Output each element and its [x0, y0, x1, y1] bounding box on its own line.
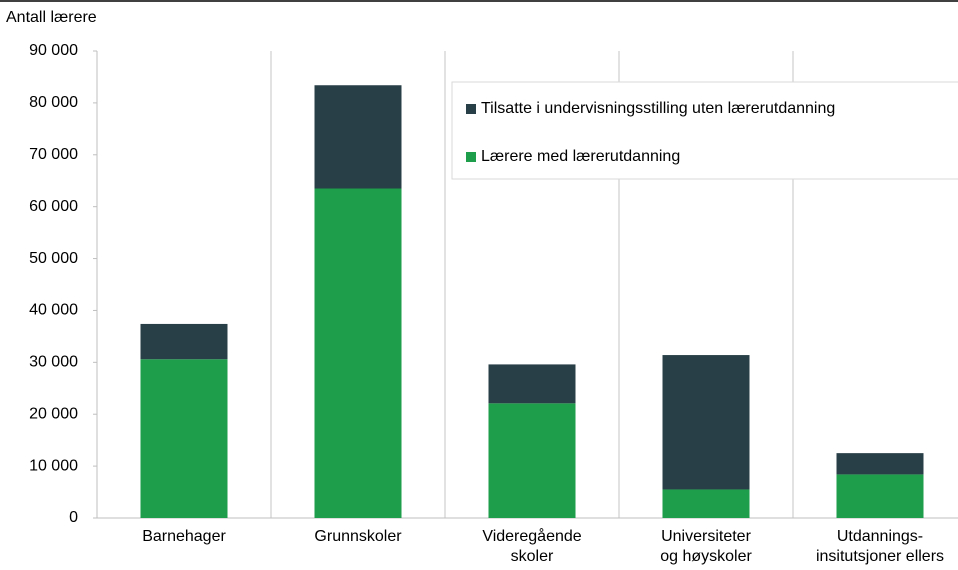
- legend-swatch: [466, 104, 476, 114]
- bar-segment: [836, 474, 924, 518]
- y-tick-label: 0: [69, 509, 78, 526]
- legend-swatch: [466, 152, 476, 162]
- bar-segment: [140, 323, 228, 360]
- legend-label: Tilsatte i undervisningsstilling uten læ…: [481, 100, 835, 117]
- legend-label: Lærere med lærerutdanning: [481, 148, 680, 165]
- y-tick-label: 60 000: [29, 198, 78, 215]
- y-tick-label: 40 000: [29, 302, 78, 319]
- y-axis-label: Antall lærere: [6, 9, 97, 26]
- x-tick-label: Universiteter og høyskoler: [660, 528, 752, 565]
- x-tick-label: Videregående skoler: [482, 527, 581, 565]
- y-tick-label: 80 000: [29, 94, 78, 111]
- x-tick-label: Grunnskoler: [314, 528, 402, 545]
- y-tick-label: 10 000: [29, 457, 78, 474]
- bar-segment: [314, 188, 402, 518]
- bar-segment: [140, 359, 228, 518]
- y-tick-label: 90 000: [29, 42, 78, 59]
- legend-box: [451, 81, 958, 180]
- x-tick-label: Utdannings-insitutsjoner ellers: [816, 528, 944, 565]
- y-tick-label: 70 000: [29, 146, 78, 163]
- y-tick-label: 30 000: [29, 354, 78, 371]
- bar-segment: [662, 489, 750, 518]
- x-tick-label: Barnehager: [142, 528, 226, 545]
- bar-segment: [488, 403, 576, 518]
- y-tick-label: 20 000: [29, 405, 78, 422]
- y-tick-label: 50 000: [29, 250, 78, 267]
- bar-segment: [662, 355, 750, 490]
- bar-segment: [836, 453, 924, 475]
- bar-segment: [488, 364, 576, 404]
- bar-segment: [314, 85, 402, 189]
